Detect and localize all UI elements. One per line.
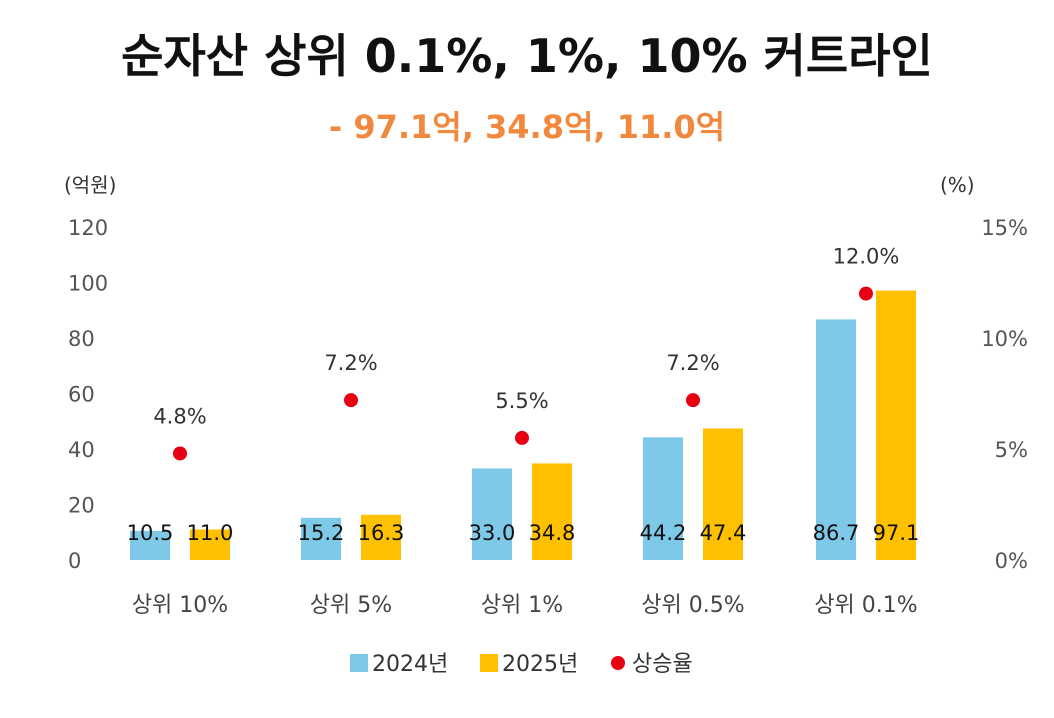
- bar-2024: [643, 437, 683, 560]
- growth-rate-label: 7.2%: [324, 351, 377, 375]
- data-label-2024: 33.0: [469, 521, 516, 545]
- y-tick-label: 60: [68, 383, 95, 407]
- x-tick-label: 상위 0.1%: [814, 593, 917, 618]
- x-tick-label: 상위 10%: [132, 593, 228, 618]
- bar-2025: [532, 463, 572, 560]
- bar-2025: [703, 428, 743, 560]
- growth-rate-point: [859, 286, 873, 301]
- bar-2024: [472, 468, 512, 560]
- legend-label: 상승율: [632, 652, 693, 677]
- legend: 2024년 2025년 상승율: [350, 652, 693, 677]
- data-label-2024: 15.2: [298, 521, 345, 545]
- bar-2025: [361, 514, 401, 560]
- y2-tick-label: 0%: [995, 549, 1028, 573]
- growth-rate-point: [344, 393, 358, 408]
- growth-rate-label: 4.8%: [153, 404, 206, 428]
- bar-2024: [301, 517, 341, 560]
- bar-2024: [816, 319, 856, 560]
- growth-rate-label: 12.0%: [833, 245, 900, 269]
- chart-title: 순자산 상위 0.1%, 1%, 10% 커트라인: [121, 29, 933, 83]
- y2-tick-label: 15%: [981, 216, 1028, 240]
- y-tick-label: 80: [68, 327, 95, 351]
- bar-2025: [190, 529, 230, 560]
- data-label-2024: 10.5: [127, 521, 174, 545]
- x-tick-label: 상위 5%: [310, 593, 392, 618]
- y-tick-label: 100: [68, 272, 108, 296]
- x-tick-label: 상위 1%: [481, 593, 563, 618]
- chart-subtitle: - 97.1억, 34.8억, 11.0억: [329, 108, 725, 146]
- y-tick-label: 20: [68, 494, 95, 518]
- y2-axis-label: (%): [940, 173, 975, 197]
- data-label-2025: 11.0: [187, 521, 234, 545]
- growth-rate-point: [515, 430, 529, 445]
- data-label-2024: 44.2: [640, 521, 687, 545]
- legend-label: 2024년: [372, 652, 448, 677]
- y-tick-label: 0: [68, 549, 81, 573]
- y2-tick-label: 5%: [995, 438, 1028, 462]
- bar-2025: [876, 290, 916, 560]
- growth-rate-point: [686, 393, 700, 408]
- growth-rate-label: 7.2%: [666, 351, 719, 375]
- legend-swatch-2025년: [480, 654, 498, 672]
- y2-tick-label: 10%: [981, 327, 1028, 351]
- y-tick-label: 120: [68, 216, 108, 240]
- data-label-2025: 34.8: [529, 521, 576, 545]
- growth-rate-point: [173, 446, 187, 461]
- data-label-2025: 47.4: [700, 521, 747, 545]
- bar-2024: [130, 530, 170, 560]
- data-label-2025: 97.1: [873, 521, 920, 545]
- legend-dot-icon: [611, 656, 625, 670]
- data-label-2024: 86.7: [813, 521, 860, 545]
- growth-rate-label: 5.5%: [495, 389, 548, 413]
- y-axis-label: (억원): [64, 173, 116, 197]
- legend-label: 2025년: [502, 652, 578, 677]
- y-tick-label: 40: [68, 438, 95, 462]
- data-label-2025: 16.3: [358, 521, 405, 545]
- legend-swatch-2024년: [350, 654, 368, 672]
- x-tick-label: 상위 0.5%: [641, 593, 744, 618]
